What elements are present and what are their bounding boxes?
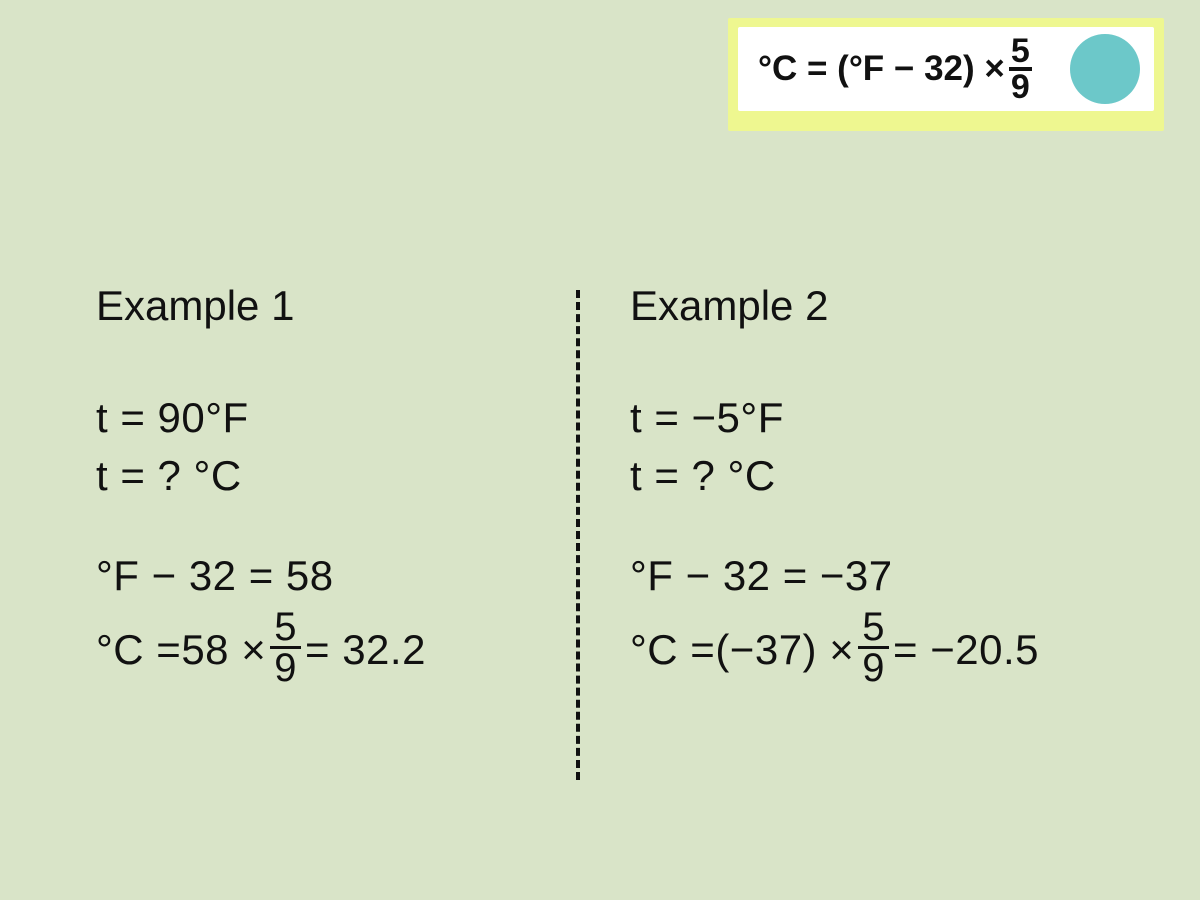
- spacer: [96, 510, 576, 552]
- example1-result-prefix: °C =58 ×: [96, 626, 266, 674]
- example1-title: Example 1: [96, 282, 576, 330]
- formula-denominator: 9: [1011, 71, 1030, 103]
- example1-frac-num: 5: [270, 608, 301, 649]
- example1-column: Example 1 t = 90°F t = ? °C °F − 32 = 58…: [96, 282, 576, 780]
- formula-prefix: °C = (°F − 32) ×: [758, 49, 1005, 89]
- example2-result-suffix: = −20.5: [893, 626, 1039, 674]
- example1-result-suffix: = 32.2: [305, 626, 426, 674]
- formula-box-inner: °C = (°F − 32) × 5 9: [738, 27, 1154, 111]
- example2-unknown-c: t = ? °C: [630, 452, 1140, 500]
- example1-fraction: 5 9: [270, 608, 301, 687]
- example2-frac-num: 5: [858, 608, 889, 649]
- example2-title: Example 2: [630, 282, 1140, 330]
- formula-box-outer: °C = (°F − 32) × 5 9: [728, 18, 1164, 131]
- formula-fraction: 5 9: [1009, 35, 1032, 104]
- examples-content: Example 1 t = 90°F t = ? °C °F − 32 = 58…: [96, 282, 1140, 780]
- formula-highlight-circle: [1070, 34, 1140, 104]
- example1-given-f: t = 90°F: [96, 394, 576, 442]
- example2-result-line: °C =(−37) × 5 9 = −20.5: [630, 610, 1140, 689]
- example2-given-f: t = −5°F: [630, 394, 1140, 442]
- example1-result-line: °C =58 × 5 9 = 32.2: [96, 610, 576, 689]
- example2-step1: °F − 32 = −37: [630, 552, 1140, 600]
- spacer: [630, 510, 1140, 552]
- example2-frac-den: 9: [862, 649, 885, 687]
- example2-result-prefix: °C =(−37) ×: [630, 626, 854, 674]
- formula-text: °C = (°F − 32) × 5 9: [758, 35, 1032, 104]
- example1-unknown-c: t = ? °C: [96, 452, 576, 500]
- formula-numerator: 5: [1009, 35, 1032, 71]
- example1-frac-den: 9: [274, 649, 297, 687]
- example1-step1: °F − 32 = 58: [96, 552, 576, 600]
- example2-fraction: 5 9: [858, 608, 889, 687]
- example2-column: Example 2 t = −5°F t = ? °C °F − 32 = −3…: [580, 282, 1140, 780]
